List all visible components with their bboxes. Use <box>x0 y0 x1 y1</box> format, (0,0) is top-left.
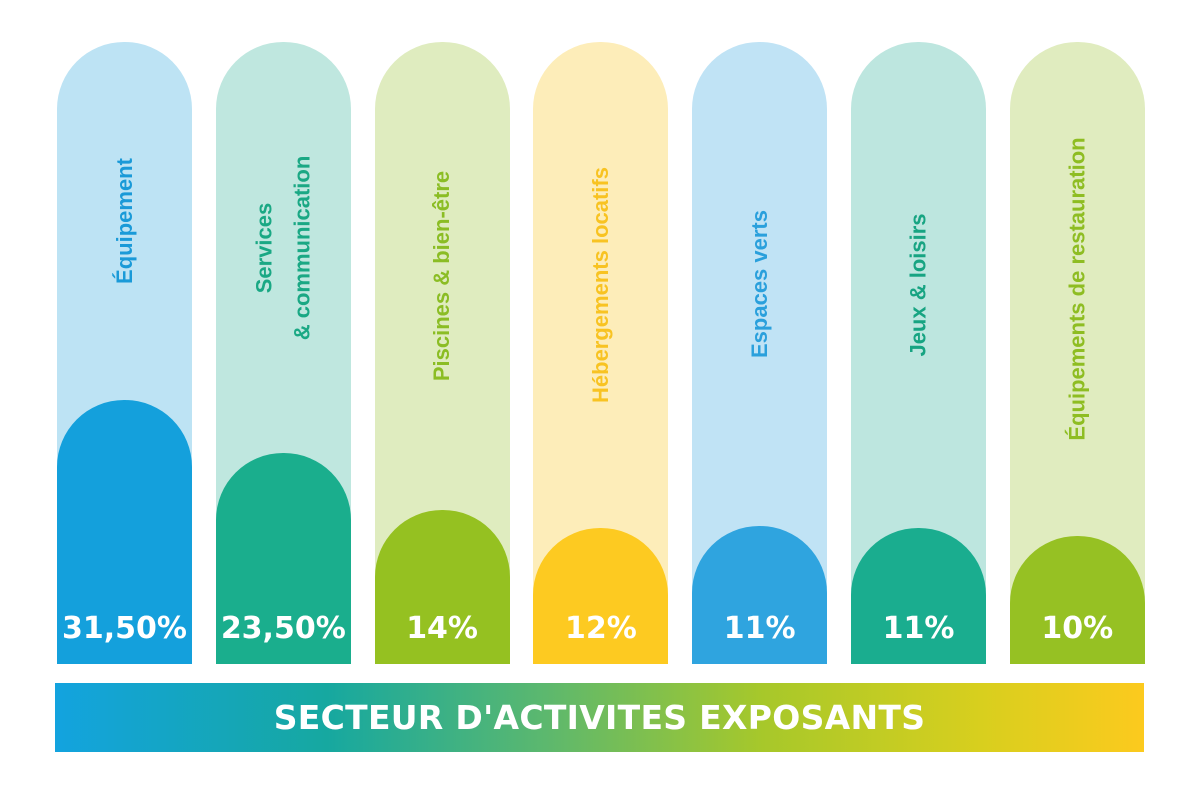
bar-fill <box>1009 536 1145 664</box>
bar-value-label: 10% <box>1041 611 1114 646</box>
bar-column: Espaces verts 11% <box>692 42 828 664</box>
bar-label: Piscines & bien-être <box>423 171 461 381</box>
bar-label-container: Équipements de restauration <box>1010 62 1145 516</box>
bar-fill <box>374 510 510 664</box>
bar-label-line: & communication <box>289 155 315 340</box>
bar-fill <box>851 528 986 664</box>
bar-column: Équipements de restauration 10% <box>1009 42 1145 664</box>
bar-value-label: 31,50% <box>62 611 187 646</box>
bar-label-line: Espaces verts <box>746 210 772 358</box>
bar-column: Équipement 31,50% <box>57 42 192 664</box>
bar-label: Jeux & loisirs <box>900 213 938 356</box>
bar-column: Piscines & bien-être 14% <box>374 42 510 664</box>
bar-label-line: Hébergements locatifs <box>587 167 613 403</box>
bar-label-container: Jeux & loisirs <box>851 62 986 508</box>
bar-label: Hébergements locatifs <box>582 167 620 403</box>
bar-label-container: Piscines & bien-être <box>375 62 510 490</box>
bar-fill <box>215 453 351 664</box>
bar-fill <box>57 400 192 664</box>
bar-value-label: 23,50% <box>220 611 346 646</box>
bar-label-line: Équipements de restauration <box>1064 137 1090 441</box>
bar-fill <box>692 526 828 664</box>
bar-value-label: 14% <box>406 611 478 646</box>
bar-label-container: Services & communication <box>216 62 351 433</box>
bar-value-label: 11% <box>882 611 955 646</box>
chart-title-banner: SECTEUR D'ACTIVITES EXPOSANTS <box>55 683 1144 752</box>
bar-column: Hébergements locatifs 12% <box>533 42 669 664</box>
bar-fill <box>533 528 669 664</box>
chart-title: SECTEUR D'ACTIVITES EXPOSANTS <box>273 698 926 737</box>
bar-label-line: Piscines & bien-être <box>429 170 455 382</box>
bar-label: Équipement <box>106 158 144 284</box>
bar-label-line: Jeux & loisirs <box>905 213 931 357</box>
bar-column: Services & communication 23,50% <box>215 42 351 664</box>
bar-value-label: 12% <box>564 611 637 646</box>
bar-label-line: Services <box>251 202 277 293</box>
bar-label-line: Équipement <box>111 158 137 284</box>
bar-column: Jeux & loisirs 11% <box>851 42 986 664</box>
bar-label: Services & communication <box>245 155 321 340</box>
bar-label-container: Équipement <box>57 62 192 380</box>
bar-label-container: Hébergements locatifs <box>533 62 668 508</box>
bar-value-label: 11% <box>723 611 796 646</box>
bar-label: Équipements de restauration <box>1058 137 1096 440</box>
bar-label: Espaces verts <box>741 210 779 358</box>
bar-label-container: Espaces verts <box>692 62 827 506</box>
